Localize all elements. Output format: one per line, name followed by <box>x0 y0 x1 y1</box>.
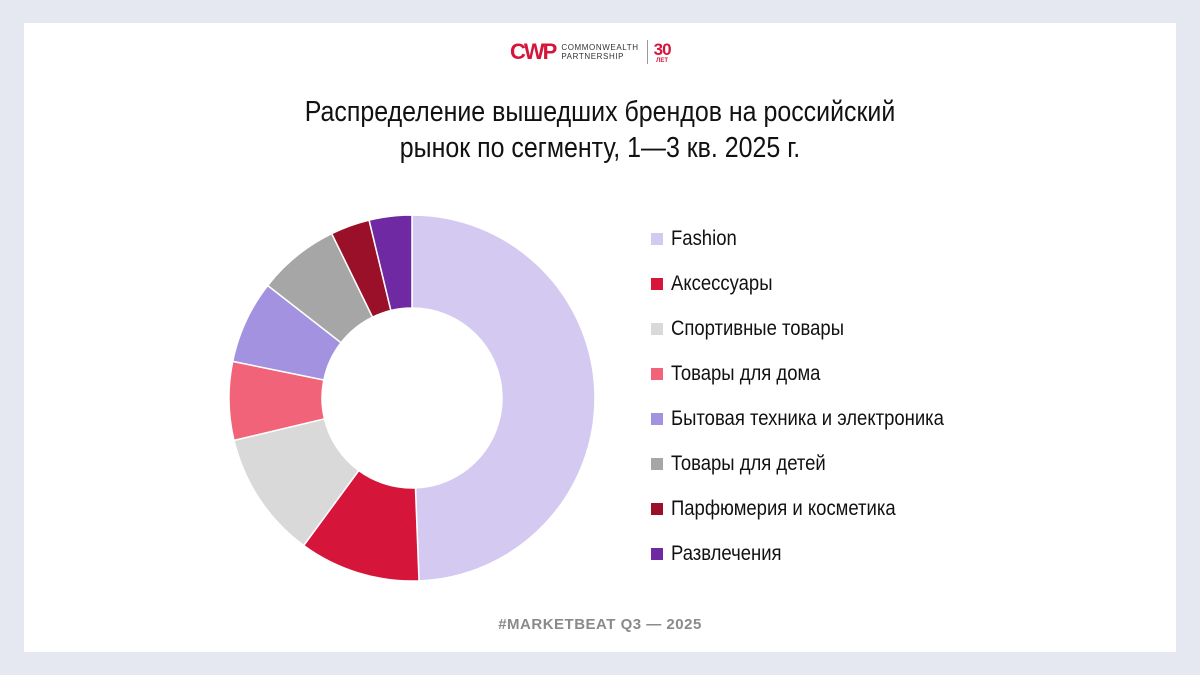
legend-label: Fashion <box>671 227 737 250</box>
donut-slice-8 <box>368 214 413 312</box>
legend-label: Парфюмерия и косметика <box>671 497 896 520</box>
legend-item: Развлечения <box>651 541 797 567</box>
legend-item: Товары для детей <box>651 451 847 477</box>
legend-item: Товары для дома <box>651 361 841 387</box>
legend-item: Fashion <box>651 226 746 252</box>
legend-label: Бытовая техника и электроника <box>671 407 944 430</box>
legend-swatch <box>651 458 663 470</box>
legend-swatch <box>651 278 663 290</box>
legend-swatch <box>651 233 663 245</box>
legend-swatch <box>651 413 663 425</box>
legend-swatch <box>651 323 663 335</box>
chart-title: Распределение вышедших брендов на россий… <box>84 94 1116 166</box>
logo-mark: CWP <box>510 39 557 64</box>
anniversary-badge: 30 ЛЕТ <box>653 39 672 64</box>
cwp-logo: CWP COMMONWEALTH PARTNERSHIP 30 ЛЕТ <box>510 37 710 67</box>
logo-wordmark: COMMONWEALTH PARTNERSHIP <box>561 43 639 61</box>
chart-title-line-2: рынок по сегменту, 1—3 кв. 2025 г. <box>399 132 801 164</box>
legend-label: Развлечения <box>671 542 782 565</box>
legend-label: Аксессуары <box>671 272 773 295</box>
chart-title-line-1: Распределение вышедших брендов на россий… <box>304 96 896 128</box>
legend-swatch <box>651 503 663 515</box>
legend-swatch <box>651 368 663 380</box>
legend-label: Спортивные товары <box>671 317 844 340</box>
legend-swatch <box>651 548 663 560</box>
footer-tag: #MARKETBEAT Q3 — 2025 <box>498 616 702 633</box>
legend-item: Спортивные товары <box>651 316 868 342</box>
legend-item: Бытовая техника и электроника <box>651 406 981 432</box>
logo-divider <box>646 40 648 64</box>
legend-item: Парфюмерия и косметика <box>651 496 926 522</box>
donut-chart <box>228 214 596 582</box>
legend-label: Товары для детей <box>671 452 826 475</box>
chart-card <box>24 23 1176 652</box>
legend-label: Товары для дома <box>671 362 821 385</box>
donut-slice-1 <box>411 214 596 582</box>
legend-item: Аксессуары <box>651 271 786 297</box>
